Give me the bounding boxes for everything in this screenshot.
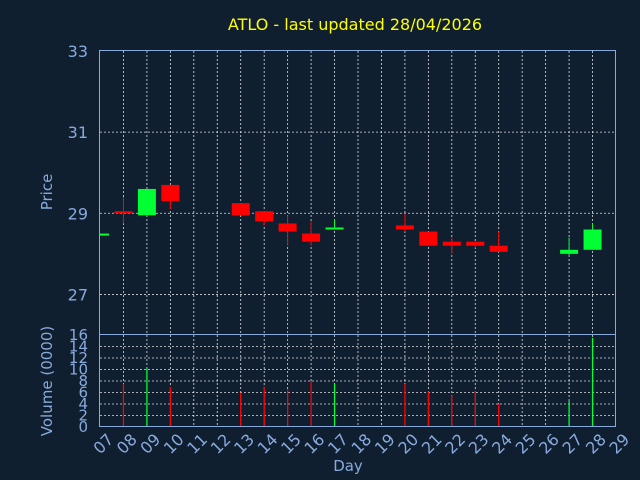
candle <box>231 203 250 216</box>
volume-bars <box>122 337 594 427</box>
candle <box>395 213 414 232</box>
price-y-ticks: 27 29 31 33 <box>68 42 88 304</box>
price-axis-label: Price <box>38 174 56 211</box>
candle-body <box>419 231 438 246</box>
volume-y-tick-label: 16 <box>69 326 88 344</box>
price-y-tick-label: 27 <box>68 285 88 304</box>
candle <box>560 237 579 256</box>
candle-body <box>137 188 156 216</box>
price-y-tick-label: 33 <box>68 42 88 61</box>
candle-body <box>100 233 109 236</box>
volume-y-tick-label: 4 <box>78 395 88 413</box>
candle <box>114 197 133 224</box>
candle-body <box>583 229 602 250</box>
candle <box>161 184 180 210</box>
price-panel: 27 29 31 33 Price <box>38 42 616 335</box>
candlesticks <box>100 184 602 256</box>
candle-body <box>489 245 508 252</box>
price-y-tick-label: 29 <box>68 204 88 223</box>
volume-gridlines <box>100 335 616 427</box>
volume-y-tick-label: 10 <box>69 361 88 379</box>
volume-y-tick-label: 0 <box>78 418 88 436</box>
candle-body <box>231 203 250 216</box>
price-gridlines <box>100 51 616 335</box>
candle <box>137 188 156 216</box>
candle-body <box>395 225 414 230</box>
candle-body <box>466 241 485 246</box>
candle-body <box>114 211 133 214</box>
volume-y-tick-label: 2 <box>78 407 88 425</box>
candle-body <box>302 233 321 242</box>
x-tick-label: 29 <box>605 430 633 458</box>
volume-axis-label: Volume (0000) <box>38 326 56 436</box>
candle <box>466 241 485 248</box>
candle <box>325 219 344 230</box>
volume-y-tick-label: 14 <box>69 338 88 356</box>
candle-body <box>325 227 344 230</box>
candle <box>583 223 602 250</box>
x-axis-ticks: 0708091011121314151617181920212223242526… <box>89 430 633 458</box>
candle-body <box>560 249 579 254</box>
candle <box>419 231 438 246</box>
x-axis-label: Day <box>333 457 363 475</box>
candle-body <box>442 241 461 246</box>
volume-y-tick-label: 6 <box>78 384 88 402</box>
candle <box>255 211 274 226</box>
volume-y-tick-label: 12 <box>69 349 88 367</box>
candle <box>302 221 321 246</box>
candle <box>278 215 297 246</box>
volume-plot-frame <box>99 334 616 427</box>
chart-title: ATLO - last updated 28/04/2026 <box>228 15 482 34</box>
candle <box>489 231 508 252</box>
candle <box>100 233 109 236</box>
volume-y-tick-label: 8 <box>78 372 88 390</box>
candle-body <box>278 223 297 232</box>
candle-body <box>161 184 180 202</box>
price-y-tick-label: 31 <box>68 123 88 142</box>
candle-body <box>255 211 274 222</box>
candle <box>442 237 461 254</box>
